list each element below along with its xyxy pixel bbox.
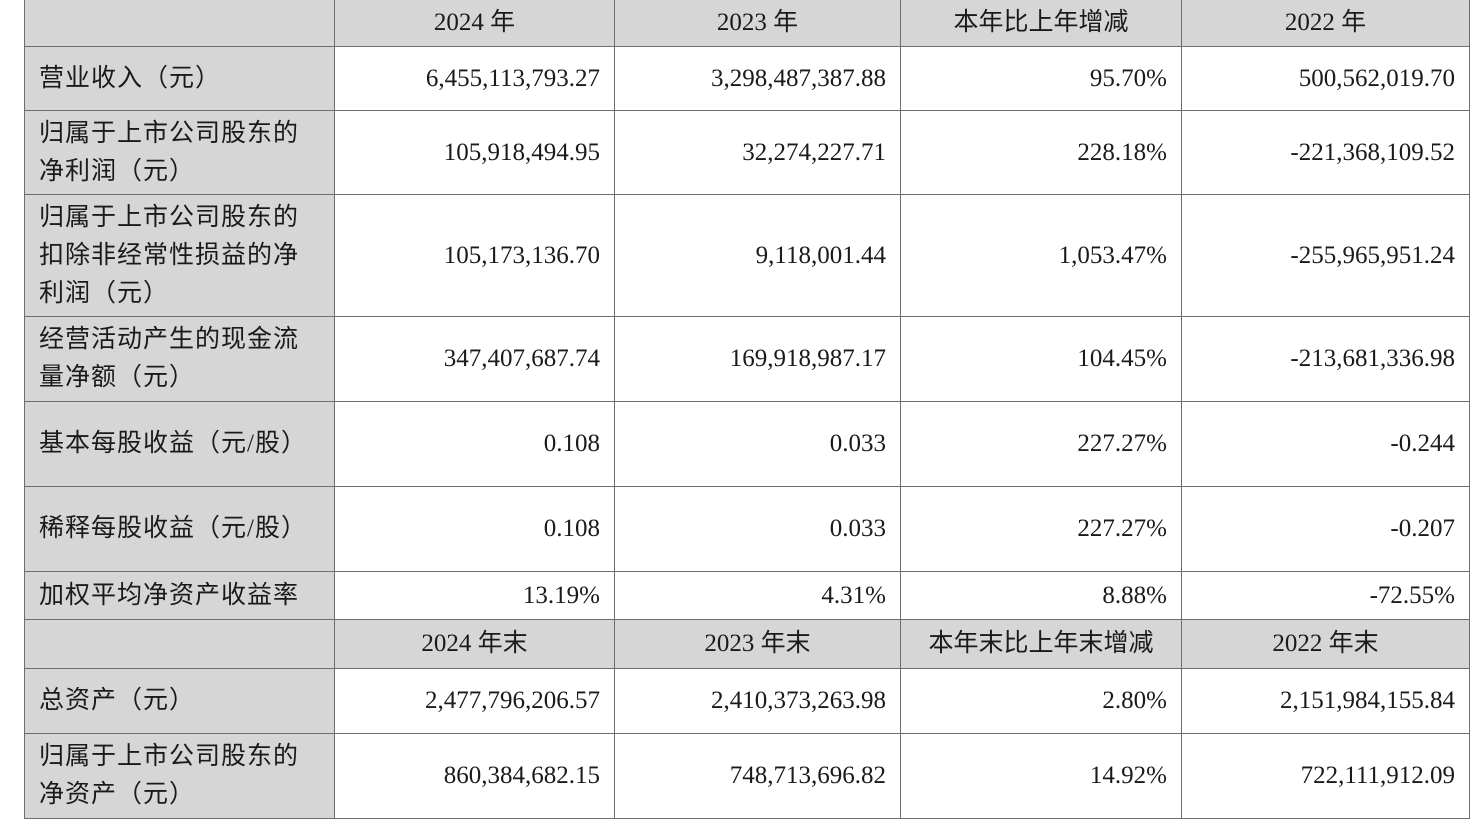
value-cell: 748,713,696.82: [614, 733, 901, 819]
value-cell: -72.55%: [1181, 571, 1470, 620]
row-label: 加权平均净资产收益率: [24, 571, 335, 620]
row-label: 归属于上市公司股东的扣除非经常性损益的净利润（元）: [24, 194, 335, 317]
value-cell: 2,410,373,263.98: [614, 668, 901, 734]
value-cell: 32,274,227.71: [614, 110, 901, 195]
header-cell-yoy-change: 本年比上年增减: [900, 0, 1182, 47]
value-cell: 0.033: [614, 486, 901, 572]
value-cell: 105,918,494.95: [334, 110, 615, 195]
value-cell: 104.45%: [900, 316, 1182, 402]
row-label: 稀释每股收益（元/股）: [24, 486, 335, 572]
value-cell: 2.80%: [900, 668, 1182, 734]
header-cell-2024: 2024 年: [334, 0, 615, 47]
header-cell-2022: 2022 年: [1181, 0, 1470, 47]
header-cell-2023-end: 2023 年末: [614, 619, 901, 669]
row-label: 归属于上市公司股东的净利润（元）: [24, 110, 335, 195]
header-cell-2022-end: 2022 年末: [1181, 619, 1470, 669]
value-cell: 13.19%: [334, 571, 615, 620]
value-cell: 347,407,687.74: [334, 316, 615, 402]
header-cell-blank: [24, 619, 335, 669]
row-label: 总资产（元）: [24, 668, 335, 734]
table-row: 营业收入（元） 6,455,113,793.27 3,298,487,387.8…: [24, 46, 1470, 111]
value-cell: 227.27%: [900, 401, 1182, 487]
row-label: 归属于上市公司股东的净资产（元）: [24, 733, 335, 819]
value-cell: 2,477,796,206.57: [334, 668, 615, 734]
value-cell: 0.108: [334, 486, 615, 572]
value-cell: 860,384,682.15: [334, 733, 615, 819]
table-row: 经营活动产生的现金流量净额（元） 347,407,687.74 169,918,…: [24, 316, 1470, 402]
table-row: 稀释每股收益（元/股） 0.108 0.033 227.27% -0.207: [24, 486, 1470, 572]
table-row: 总资产（元） 2,477,796,206.57 2,410,373,263.98…: [24, 668, 1470, 734]
row-label: 经营活动产生的现金流量净额（元）: [24, 316, 335, 402]
value-cell: -0.244: [1181, 401, 1470, 487]
row-label: 营业收入（元）: [24, 46, 335, 111]
value-cell: 0.033: [614, 401, 901, 487]
value-cell: 2,151,984,155.84: [1181, 668, 1470, 734]
table-row: 基本每股收益（元/股） 0.108 0.033 227.27% -0.244: [24, 401, 1470, 487]
value-cell: 95.70%: [900, 46, 1182, 111]
header-row-annual: 2024 年 2023 年 本年比上年增减 2022 年: [24, 0, 1470, 47]
value-cell: 6,455,113,793.27: [334, 46, 615, 111]
value-cell: 1,053.47%: [900, 194, 1182, 317]
header-cell-yoy-end-change: 本年末比上年末增减: [900, 619, 1182, 669]
value-cell: 228.18%: [900, 110, 1182, 195]
row-label: 基本每股收益（元/股）: [24, 401, 335, 487]
table-row: 归属于上市公司股东的净利润（元） 105,918,494.95 32,274,2…: [24, 110, 1470, 195]
value-cell: 0.108: [334, 401, 615, 487]
financial-summary-table: 2024 年 2023 年 本年比上年增减 2022 年 营业收入（元） 6,4…: [24, 0, 1470, 819]
value-cell: -221,368,109.52: [1181, 110, 1470, 195]
table-row: 加权平均净资产收益率 13.19% 4.31% 8.88% -72.55%: [24, 571, 1470, 620]
header-cell-2023: 2023 年: [614, 0, 901, 47]
header-row-year-end: 2024 年末 2023 年末 本年末比上年末增减 2022 年末: [24, 619, 1470, 669]
value-cell: 3,298,487,387.88: [614, 46, 901, 111]
value-cell: -255,965,951.24: [1181, 194, 1470, 317]
value-cell: 169,918,987.17: [614, 316, 901, 402]
value-cell: 14.92%: [900, 733, 1182, 819]
value-cell: 4.31%: [614, 571, 901, 620]
value-cell: 722,111,912.09: [1181, 733, 1470, 819]
value-cell: 105,173,136.70: [334, 194, 615, 317]
header-cell-blank: [24, 0, 335, 47]
value-cell: 8.88%: [900, 571, 1182, 620]
value-cell: -0.207: [1181, 486, 1470, 572]
value-cell: 500,562,019.70: [1181, 46, 1470, 111]
value-cell: -213,681,336.98: [1181, 316, 1470, 402]
value-cell: 227.27%: [900, 486, 1182, 572]
header-cell-2024-end: 2024 年末: [334, 619, 615, 669]
value-cell: 9,118,001.44: [614, 194, 901, 317]
table-row: 归属于上市公司股东的净资产（元） 860,384,682.15 748,713,…: [24, 733, 1470, 819]
table-row: 归属于上市公司股东的扣除非经常性损益的净利润（元） 105,173,136.70…: [24, 194, 1470, 317]
